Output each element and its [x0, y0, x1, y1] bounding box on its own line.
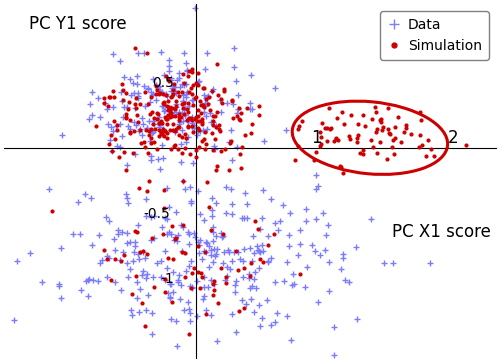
Text: 2: 2	[448, 129, 458, 147]
Text: PC X1 score: PC X1 score	[392, 223, 491, 241]
Data	[237, 256, 243, 261]
Data	[142, 256, 148, 261]
Legend: Data, Simulation: Data, Simulation	[380, 11, 489, 60]
Text: PC Y1 score: PC Y1 score	[29, 15, 126, 33]
Simulation	[186, 332, 192, 336]
Data	[192, 6, 198, 10]
Data	[192, 235, 198, 239]
Simulation	[362, 124, 368, 129]
Text: -1: -1	[160, 272, 174, 286]
Simulation	[162, 114, 168, 119]
Simulation	[236, 117, 242, 122]
Simulation	[132, 46, 138, 50]
Simulation	[210, 123, 216, 127]
Text: 0.5: 0.5	[152, 76, 174, 90]
Simulation	[386, 106, 392, 110]
Line: Data: Data	[10, 5, 433, 358]
Simulation	[184, 74, 190, 78]
Simulation	[134, 230, 140, 234]
Data	[202, 308, 208, 312]
Data	[40, 279, 46, 284]
Data	[82, 192, 88, 196]
Line: Simulation: Simulation	[50, 45, 469, 337]
Data	[331, 353, 337, 357]
Text: -0.5: -0.5	[143, 207, 170, 221]
Simulation	[354, 133, 360, 137]
Text: 1: 1	[310, 129, 322, 147]
Data	[252, 270, 258, 274]
Data	[190, 97, 196, 102]
